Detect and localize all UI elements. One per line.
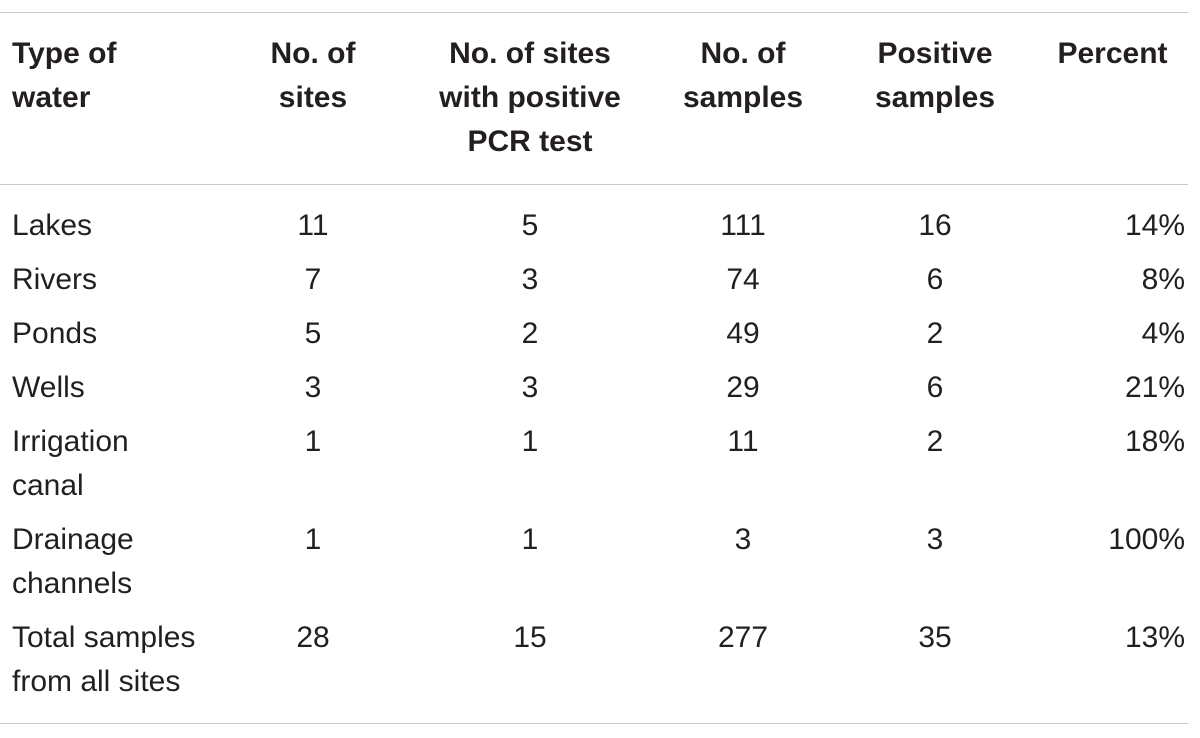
cell-positive-samples: 2 [926, 425, 944, 458]
row-label: Ponds [12, 317, 98, 350]
header-no-of-samples: No. of samples [682, 37, 804, 114]
cell-samples: 29 [726, 371, 760, 404]
header-type-of-water: Type of water [12, 37, 117, 114]
cell-samples: 49 [726, 317, 760, 350]
cell-samples: 11 [727, 425, 759, 458]
cell-positive-samples: 35 [918, 621, 952, 654]
cell-samples: 3 [734, 523, 752, 556]
cell-sites: 1 [304, 523, 322, 556]
cell-positive-samples: 3 [926, 523, 944, 556]
row-label: Rivers [12, 263, 98, 296]
cell-positive-sites: 2 [521, 317, 539, 350]
header-sites-positive-pcr: No. of sites with positive PCR test [439, 37, 621, 158]
cell-percent: 13% [1124, 621, 1185, 654]
cell-sites: 1 [304, 425, 322, 458]
cell-positive-sites: 1 [521, 425, 539, 458]
row-label: Lakes [12, 209, 93, 242]
cell-positive-sites: 1 [521, 523, 539, 556]
cell-sites: 7 [304, 263, 322, 296]
header-divider-rule [0, 184, 1188, 185]
cell-percent: 14% [1124, 209, 1185, 242]
cell-positive-samples: 16 [918, 209, 952, 242]
cell-positive-samples: 2 [926, 317, 944, 350]
header-percent: Percent [1057, 37, 1168, 70]
cell-samples: 74 [726, 263, 760, 296]
cell-positive-sites: 3 [521, 371, 539, 404]
cell-percent: 100% [1108, 523, 1185, 556]
table-top-rule [0, 12, 1188, 13]
row-label: Drainage channels [12, 523, 134, 600]
row-label: Total samples from all sites [12, 621, 196, 698]
cell-sites: 5 [304, 317, 322, 350]
cell-positive-sites: 5 [521, 209, 539, 242]
cell-percent: 4% [1141, 317, 1185, 350]
header-positive-samples: Positive samples [874, 37, 996, 114]
cell-positive-sites: 15 [513, 621, 547, 654]
cell-sites: 11 [297, 209, 329, 242]
cell-positive-sites: 3 [521, 263, 539, 296]
cell-sites: 3 [304, 371, 322, 404]
cell-samples: 111 [720, 209, 766, 242]
row-label: Irrigation canal [12, 425, 129, 502]
cell-positive-samples: 6 [926, 263, 944, 296]
header-no-of-sites: No. of sites [270, 37, 356, 114]
table-bottom-rule [0, 723, 1188, 724]
cell-samples: 277 [717, 621, 769, 654]
cell-positive-samples: 6 [926, 371, 944, 404]
row-label: Wells [12, 371, 85, 404]
cell-sites: 28 [296, 621, 330, 654]
cell-percent: 18% [1124, 425, 1185, 458]
cell-percent: 8% [1141, 263, 1185, 296]
cell-percent: 21% [1124, 371, 1185, 404]
